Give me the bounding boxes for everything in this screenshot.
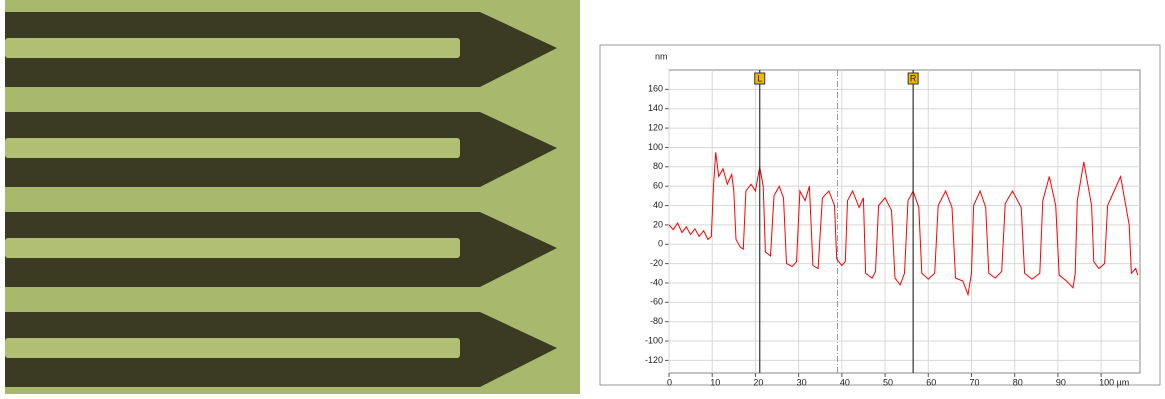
plot-area xyxy=(668,69,1141,374)
slot xyxy=(5,338,460,358)
slot xyxy=(5,138,460,158)
slot xyxy=(5,38,460,58)
slots xyxy=(5,38,460,358)
slot xyxy=(5,238,460,258)
y-tick-label: 140 xyxy=(648,103,663,113)
y-tick-label: -120 xyxy=(645,355,663,365)
y-tick-label: -20 xyxy=(650,258,663,268)
profile-line xyxy=(668,152,1139,297)
plot: -120-100-80-60-40-2002040608010012014016… xyxy=(645,70,1140,387)
x-tick-label: 0 xyxy=(667,377,672,387)
x-tick-label: 90 xyxy=(1056,377,1066,387)
y-tick-label: -40 xyxy=(650,277,663,287)
cursor-label: L xyxy=(757,73,762,83)
x-tick-label: 40 xyxy=(840,377,850,387)
x-tick-label: 50 xyxy=(883,377,893,387)
y-unit: nm xyxy=(655,51,668,61)
y-tick-label: 100 xyxy=(648,142,663,152)
y-tick-label: 80 xyxy=(653,161,663,171)
x-tick-label: 60 xyxy=(926,377,936,387)
x-tick-label: 80 xyxy=(1013,377,1023,387)
y-tick-label: -100 xyxy=(645,335,663,345)
x-tick-label: 10 xyxy=(710,377,720,387)
x-tick-label: 30 xyxy=(797,377,807,387)
micrograph xyxy=(0,0,582,394)
cursor-label: R xyxy=(910,73,917,83)
cursor-flag xyxy=(907,72,919,85)
y-tick-label: 60 xyxy=(653,181,663,191)
y-tick-label: 120 xyxy=(648,122,663,132)
x-tick-label: 100 µm xyxy=(1099,377,1129,387)
y-tick-label: 0 xyxy=(658,239,663,249)
y-tick-label: -60 xyxy=(650,297,663,307)
y-tick-label: 160 xyxy=(648,84,663,94)
cursor-flag xyxy=(754,72,766,85)
y-tick-label: 20 xyxy=(653,219,663,229)
y-tick-label: -80 xyxy=(650,316,663,326)
x-tick-label: 20 xyxy=(753,377,763,387)
x-tick-label: 70 xyxy=(969,377,979,387)
y-tick-label: 40 xyxy=(653,200,663,210)
